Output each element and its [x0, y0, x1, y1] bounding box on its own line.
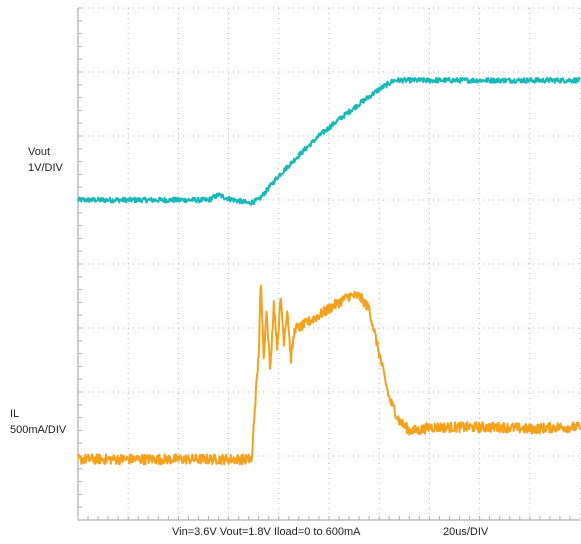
channel-2-label: IL 500mA/DIV	[10, 406, 66, 438]
scope-grid	[77, 7, 581, 521]
channel-2-scale: 500mA/DIV	[10, 424, 67, 436]
channel-2-name: IL	[10, 408, 20, 420]
channel-1-name: Vout	[28, 146, 51, 158]
scope-traces	[77, 76, 581, 466]
trace-il	[77, 284, 581, 466]
channel-1-scale: 1V/DIV	[28, 162, 63, 174]
channel-1-label: Vout 1V/DIV	[28, 144, 63, 176]
timebase-label: 20us/DIV	[443, 526, 489, 538]
test-conditions-label: Vin=3.6V Vout=1.8V Iload=0 to 600mA	[172, 526, 361, 538]
trace-vout	[77, 76, 581, 206]
